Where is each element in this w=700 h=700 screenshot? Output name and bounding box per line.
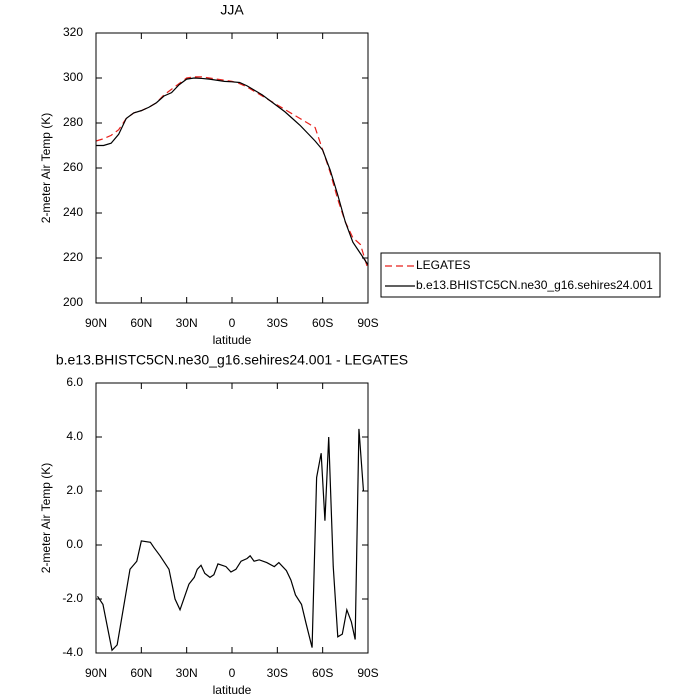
legend-box [380,252,661,298]
x-tick-label: 90S [357,316,378,330]
y-axis-label: 2-meter Air Temp (K) [39,113,53,223]
legend-label: b.e13.BHISTC5CN.ne30_g16.sehires24.001 [416,278,653,292]
x-tick-label: 90N [85,666,107,680]
legend-label: LEGATES [416,258,470,272]
y-tick-label: 4.0 [66,429,83,443]
y-tick-label: 320 [63,25,83,39]
y-axis-label: 2-meter Air Temp (K) [39,463,53,573]
y-tick-label: 280 [63,115,83,129]
x-tick-label: 90N [85,316,107,330]
data-line [96,77,369,266]
y-tick-label: 240 [63,205,83,219]
x-axis-label: latitude [213,683,252,697]
x-tick-label: 60S [312,666,333,680]
y-tick-label: 2.0 [66,483,83,497]
x-tick-label: 30S [267,666,288,680]
y-tick-label: 0.0 [66,537,83,551]
x-tick-label: 60N [130,316,152,330]
plot-frame [95,32,369,304]
x-tick-label: 60N [130,666,152,680]
data-line [97,428,365,652]
data-line [95,76,369,270]
y-tick-label: 300 [63,70,83,84]
x-tick-label: 30S [267,316,288,330]
x-tick-label: 0 [229,666,236,680]
chart-title: b.e13.BHISTC5CN.ne30_g16.sehires24.001 -… [56,352,408,368]
y-tick-label: -4.0 [62,645,83,659]
x-tick-label: 30N [176,666,198,680]
y-tick-label: -2.0 [62,591,83,605]
plot-frame [95,382,369,654]
x-tick-label: 30N [176,316,198,330]
x-axis-label: latitude [213,333,252,347]
x-tick-label: 60S [312,316,333,330]
x-tick-label: 0 [229,316,236,330]
y-tick-label: 200 [63,295,83,309]
y-tick-label: 6.0 [66,375,83,389]
x-tick-label: 90S [357,666,378,680]
chart-title: JJA [220,2,244,18]
y-tick-label: 220 [63,250,83,264]
y-tick-label: 260 [63,160,83,174]
